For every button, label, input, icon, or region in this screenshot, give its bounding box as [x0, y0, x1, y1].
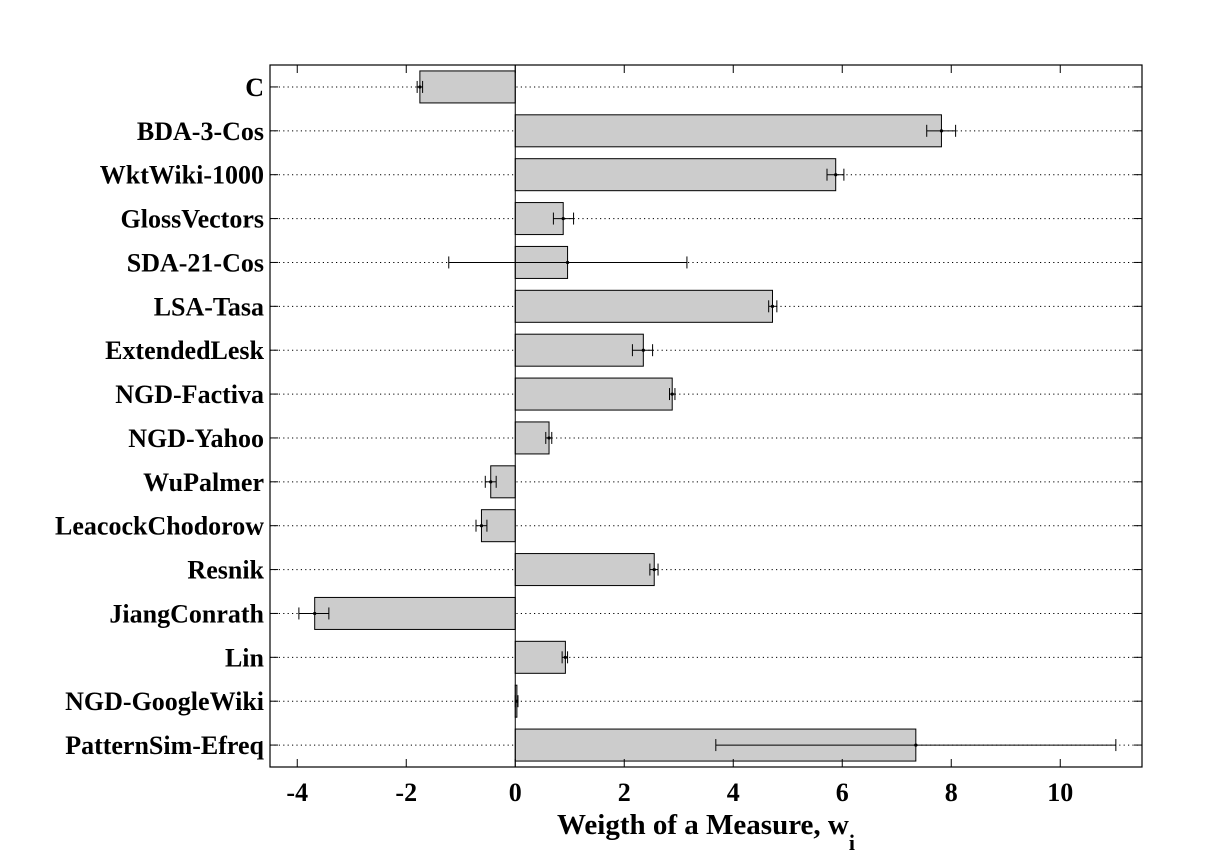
bar — [514, 158, 837, 192]
x-tick-label: 0 — [509, 778, 522, 807]
bar — [514, 553, 655, 587]
bar — [419, 70, 516, 104]
mean-point — [547, 436, 551, 440]
category-label: SDA-21-Cos — [127, 248, 264, 277]
bars — [314, 70, 942, 762]
x-tick-label: 8 — [945, 778, 958, 807]
x-tick-label: -4 — [286, 778, 308, 807]
mean-point — [563, 655, 567, 659]
bar — [514, 333, 644, 367]
x-axis-title-main: Weigth of a Measure, w — [557, 809, 849, 841]
category-label: LSA-Tasa — [154, 292, 264, 321]
mean-point — [652, 567, 656, 572]
category-label: NGD-Factiva — [115, 380, 264, 409]
bar — [514, 377, 673, 411]
bar — [314, 596, 516, 630]
error-bars — [298, 80, 1117, 752]
category-label: NGD-Yahoo — [128, 424, 264, 453]
mean-point — [489, 480, 493, 484]
mean-point — [770, 304, 775, 308]
x-tick-label: 6 — [836, 778, 849, 807]
category-labels: C BDA-3-Cos WktWiki-1000 GlossVectors SDA-21… — [55, 73, 265, 760]
x-tick-marks — [296, 65, 1061, 767]
category-label: LeacockChodorow — [55, 512, 264, 541]
bar — [514, 289, 773, 323]
x-tick-label: -2 — [395, 778, 417, 807]
mean-point — [565, 260, 570, 265]
plot-frame — [269, 64, 1143, 768]
category-label: WuPalmer — [143, 468, 264, 497]
category-label: BDA-3-Cos — [137, 117, 264, 146]
y-tick-marks — [270, 86, 1142, 746]
mean-point — [418, 85, 422, 89]
mean-point — [914, 743, 918, 747]
mean-point — [670, 392, 674, 396]
category-label: GlossVectors — [121, 205, 264, 234]
category-label: Lin — [225, 643, 265, 672]
x-tick-label: 2 — [618, 778, 631, 807]
x-tick-labels: -4 -2 0 2 4 6 8 10 — [286, 778, 1073, 807]
category-label: JiangConrath — [109, 599, 264, 628]
bar — [514, 114, 942, 148]
category-label: WktWiki-1000 — [100, 161, 264, 190]
mean-point — [479, 524, 484, 528]
mean-point — [939, 129, 944, 133]
mean-point — [515, 699, 519, 703]
category-label: Resnik — [187, 556, 264, 585]
category-label: C — [245, 73, 264, 102]
x-axis-title-subscript: i — [849, 830, 855, 855]
x-tick-label: 10 — [1047, 778, 1073, 807]
bar — [514, 421, 550, 455]
category-label: PatternSim-Efreq — [65, 731, 264, 760]
category-label: NGD-GoogleWiki — [65, 687, 264, 716]
mean-point — [561, 216, 565, 221]
category-label: ExtendedLesk — [105, 336, 264, 365]
x-tick-label: 4 — [727, 778, 740, 807]
mean-point — [313, 611, 317, 616]
x-axis-title: Weigth of a Measure, wi — [557, 809, 855, 855]
mean-point — [834, 173, 838, 177]
mean-point — [641, 348, 645, 352]
bar — [514, 640, 566, 674]
